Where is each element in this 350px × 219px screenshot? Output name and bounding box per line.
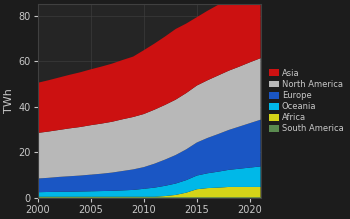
Legend: Asia, North America, Europe, Oceania, Africa, South America: Asia, North America, Europe, Oceania, Af…: [267, 67, 345, 135]
Y-axis label: TWh: TWh: [4, 89, 14, 113]
